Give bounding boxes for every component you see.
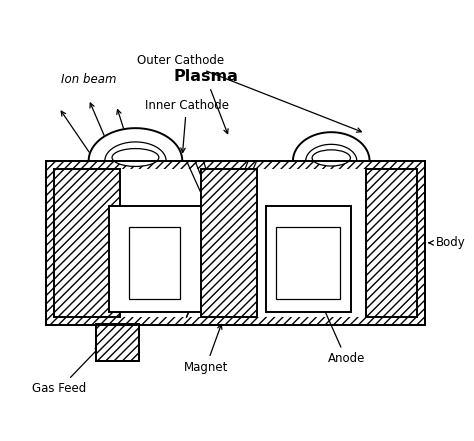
- Bar: [109, 206, 201, 312]
- Bar: [129, 227, 180, 299]
- Polygon shape: [293, 132, 370, 161]
- Bar: [96, 324, 139, 361]
- Polygon shape: [89, 128, 182, 161]
- Polygon shape: [306, 144, 357, 161]
- Bar: [366, 168, 417, 317]
- Text: Magnet: Magnet: [183, 325, 228, 374]
- Text: Gas Feed: Gas Feed: [32, 347, 100, 395]
- Bar: [54, 168, 417, 317]
- Text: Outer Cathode: Outer Cathode: [137, 54, 361, 132]
- Text: Anode: Anode: [314, 286, 365, 366]
- Polygon shape: [105, 142, 166, 161]
- Ellipse shape: [112, 149, 159, 166]
- Text: Inner Cathode: Inner Cathode: [145, 99, 228, 153]
- Bar: [201, 168, 257, 317]
- Bar: [266, 206, 351, 312]
- Text: Plasma: Plasma: [173, 69, 238, 134]
- Bar: [46, 161, 425, 325]
- Bar: [54, 168, 120, 317]
- Text: Ion beam: Ion beam: [61, 74, 117, 86]
- Text: Body: Body: [429, 236, 465, 249]
- Ellipse shape: [312, 150, 350, 166]
- Bar: [276, 227, 340, 299]
